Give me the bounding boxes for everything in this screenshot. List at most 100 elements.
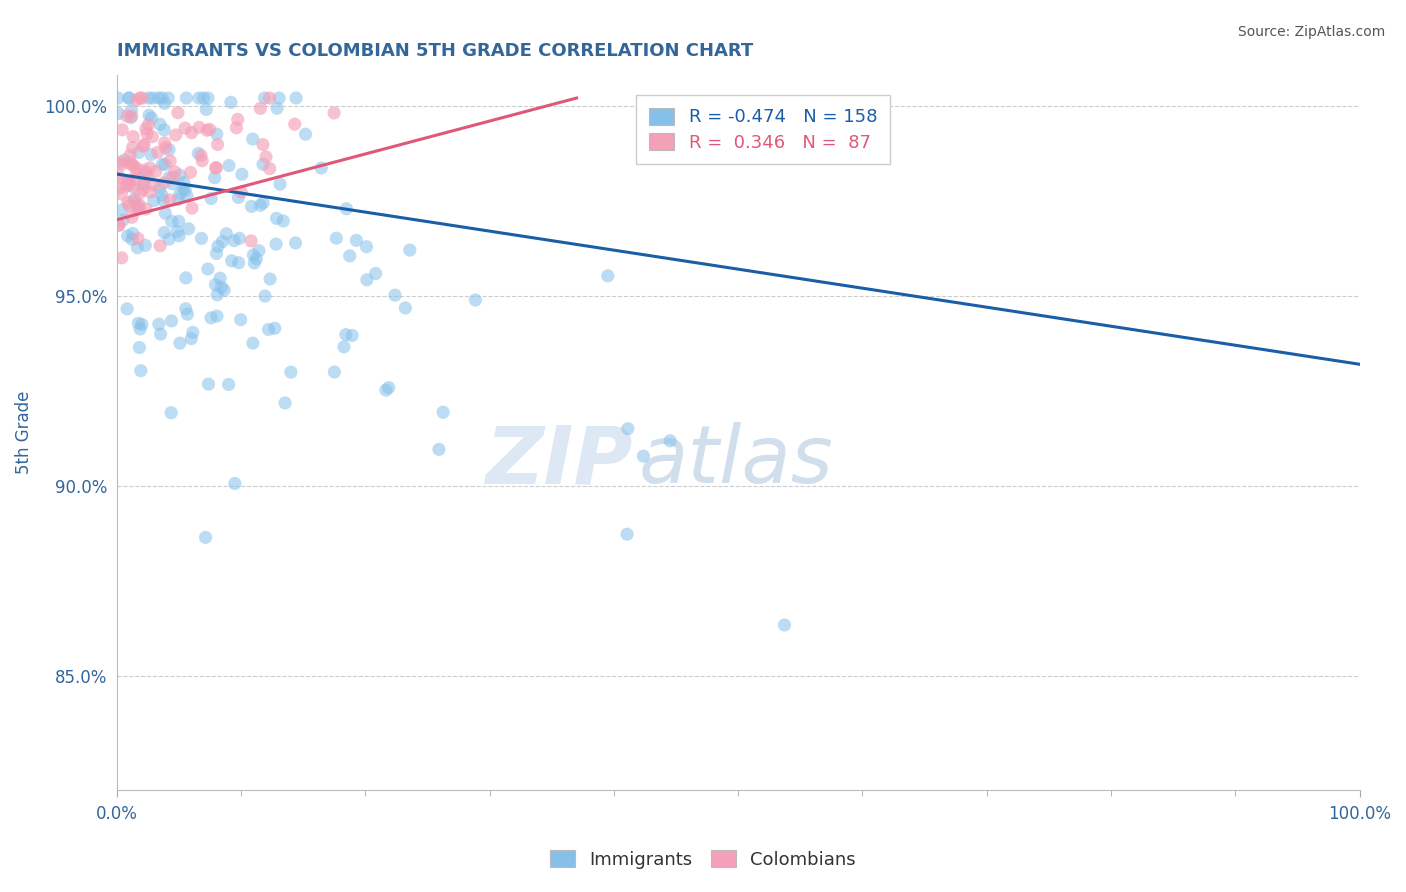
Point [110, 187, 132, 202]
Point [193, 91, 215, 105]
Text: IMMIGRANTS VS COLOMBIAN 5TH GRADE CORRELATION CHART: IMMIGRANTS VS COLOMBIAN 5TH GRADE CORREL… [117, 42, 754, 60]
Point [596, 268, 619, 283]
Point [139, 185, 162, 199]
Point [157, 170, 180, 185]
Point [224, 234, 246, 248]
Point [247, 244, 270, 258]
Point [269, 177, 291, 191]
Point [228, 256, 250, 270]
Point [257, 322, 280, 336]
Point [114, 179, 136, 194]
Point [131, 318, 153, 332]
Point [218, 377, 240, 392]
Point [128, 91, 150, 105]
Point [309, 161, 332, 175]
Text: atlas: atlas [638, 422, 834, 500]
Point [254, 150, 277, 164]
Point [153, 176, 176, 190]
Point [174, 121, 197, 136]
Point [204, 277, 226, 292]
Point [181, 326, 204, 340]
Point [145, 164, 167, 178]
Point [146, 145, 169, 160]
Point [249, 102, 271, 116]
Point [773, 618, 796, 632]
Point [240, 199, 263, 213]
Point [176, 307, 198, 321]
Point [159, 193, 181, 207]
Point [242, 248, 264, 262]
Point [432, 405, 454, 419]
Point [197, 262, 219, 277]
Point [259, 91, 281, 105]
Point [127, 316, 149, 330]
Point [127, 161, 149, 176]
Point [259, 272, 281, 286]
Point [160, 406, 183, 420]
Point [204, 170, 226, 185]
Point [131, 91, 153, 105]
Point [153, 226, 176, 240]
Point [121, 227, 143, 241]
Point [219, 95, 242, 110]
Point [263, 321, 285, 335]
Point [205, 127, 228, 141]
Point [356, 240, 378, 254]
Point [194, 530, 217, 544]
Point [207, 239, 229, 253]
Point [129, 322, 152, 336]
Point [266, 101, 288, 115]
Point [107, 218, 129, 232]
Point [138, 161, 160, 175]
Point [245, 252, 267, 266]
Point [394, 301, 416, 315]
Point [225, 120, 247, 135]
Point [153, 96, 176, 111]
Point [335, 327, 357, 342]
Point [111, 202, 134, 217]
Point [174, 271, 197, 285]
Point [266, 211, 288, 226]
Point [242, 336, 264, 351]
Point [121, 140, 143, 154]
Point [157, 91, 180, 105]
Point [141, 111, 163, 125]
Point [280, 365, 302, 379]
Point [271, 214, 294, 228]
Point [340, 328, 363, 343]
Point [122, 192, 145, 206]
Point [149, 117, 172, 131]
Point [124, 194, 146, 208]
Text: Source: ZipAtlas.com: Source: ZipAtlas.com [1237, 25, 1385, 39]
Point [198, 122, 221, 136]
Point [155, 141, 177, 155]
Point [125, 166, 148, 180]
Point [159, 153, 181, 168]
Point [108, 106, 131, 120]
Point [132, 139, 155, 153]
Point [177, 221, 200, 235]
Point [124, 172, 146, 186]
Point [633, 449, 655, 463]
Point [148, 91, 170, 105]
Point [249, 198, 271, 212]
Point [242, 132, 264, 146]
Point [135, 166, 157, 180]
Point [659, 434, 682, 448]
Point [157, 143, 180, 157]
Point [111, 157, 134, 171]
Point [179, 165, 201, 179]
Point [142, 91, 165, 105]
Point [141, 129, 163, 144]
Point [149, 327, 172, 342]
Point [125, 202, 148, 216]
Point [153, 123, 176, 137]
Point [207, 287, 229, 301]
Point [209, 271, 232, 285]
Point [121, 211, 143, 225]
Point [128, 202, 150, 216]
Point [204, 161, 226, 175]
Point [173, 176, 195, 190]
Point [139, 147, 162, 161]
Point [142, 194, 165, 208]
